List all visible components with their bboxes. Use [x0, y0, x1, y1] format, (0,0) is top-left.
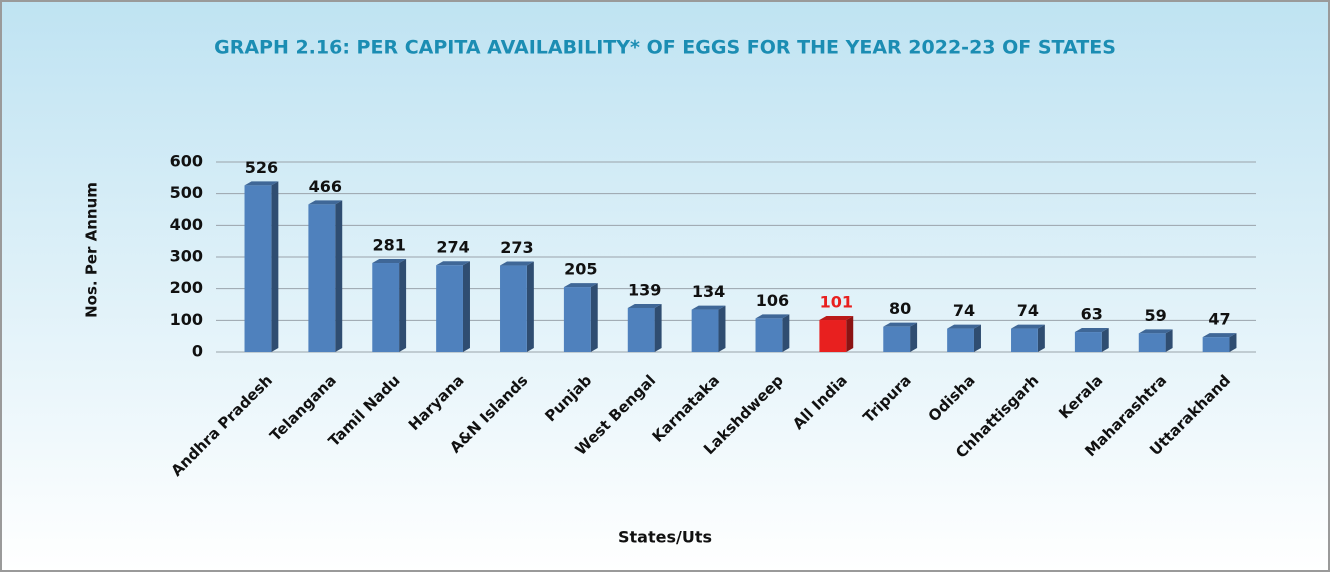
bar-side: [910, 322, 918, 352]
bar-top: [372, 259, 407, 264]
bar: [1138, 333, 1166, 352]
bar-side: [846, 316, 854, 352]
value-label: 281: [372, 236, 405, 255]
bar-top: [244, 181, 279, 186]
bar-top: [627, 303, 662, 308]
bar: [244, 185, 272, 352]
value-label: 274: [436, 238, 469, 257]
bar-side: [718, 305, 726, 352]
bar: [372, 263, 400, 352]
value-label: 526: [245, 158, 278, 177]
bar: [1011, 328, 1038, 352]
bar: [947, 328, 974, 352]
bar-top: [500, 261, 534, 266]
bar-top: [947, 324, 981, 329]
value-label: 74: [953, 301, 975, 320]
value-label: 74: [1017, 301, 1039, 320]
bar: [1202, 337, 1230, 352]
bar-top: [308, 200, 343, 205]
bar-top: [755, 314, 790, 319]
bar: [308, 204, 336, 352]
value-label: 63: [1081, 305, 1103, 324]
bar-side: [654, 303, 662, 352]
value-label: 273: [500, 238, 533, 257]
value-label: 101: [820, 293, 853, 312]
y-tick-label: 400: [170, 215, 203, 234]
bar: [627, 307, 655, 352]
bar-top: [883, 322, 918, 327]
value-label: 139: [628, 280, 661, 299]
bar-top: [1202, 333, 1237, 338]
bar: [1074, 332, 1102, 352]
bar: [563, 287, 591, 352]
value-label: 47: [1208, 310, 1230, 329]
bar-side: [1229, 333, 1237, 352]
bar-side: [1101, 328, 1109, 352]
y-tick-label: 0: [192, 342, 203, 361]
bar: [819, 320, 847, 352]
bar-top: [691, 305, 726, 310]
y-axis-label: Nos. Per Annum: [83, 182, 101, 318]
bar-side: [335, 200, 343, 352]
value-label: 59: [1145, 306, 1167, 325]
value-label: 205: [564, 260, 597, 279]
bar-top: [563, 283, 598, 288]
bar: [500, 265, 527, 352]
value-label: 466: [309, 177, 342, 196]
y-tick-label: 300: [170, 247, 203, 266]
bar-side: [1165, 329, 1173, 352]
bar: [755, 318, 783, 352]
bar-side: [782, 314, 790, 352]
bar-side: [399, 259, 407, 352]
bar-top: [819, 316, 854, 321]
y-tick-label: 500: [170, 183, 203, 202]
y-tick-label: 200: [170, 278, 203, 297]
bar: [436, 265, 463, 352]
bar-side: [1037, 324, 1045, 352]
bar-top: [436, 261, 470, 266]
bar-top: [1074, 328, 1109, 333]
x-axis-label: States/Uts: [618, 528, 712, 547]
bar-top: [1138, 329, 1173, 334]
y-tick-label: 600: [170, 152, 203, 171]
bar: [883, 326, 911, 352]
bar: [691, 309, 719, 352]
bar-top: [1011, 324, 1045, 329]
value-label: 80: [889, 299, 911, 318]
value-label: 106: [756, 291, 789, 310]
chart-title: GRAPH 2.16: PER CAPITA AVAILABILITY* OF …: [214, 37, 1116, 59]
bar-side: [973, 324, 981, 352]
bar-side: [590, 283, 598, 352]
bar-side: [462, 261, 470, 352]
bar-side: [271, 181, 279, 352]
y-tick-label: 100: [170, 310, 203, 329]
value-label: 134: [692, 282, 725, 301]
bar-side: [526, 261, 534, 352]
